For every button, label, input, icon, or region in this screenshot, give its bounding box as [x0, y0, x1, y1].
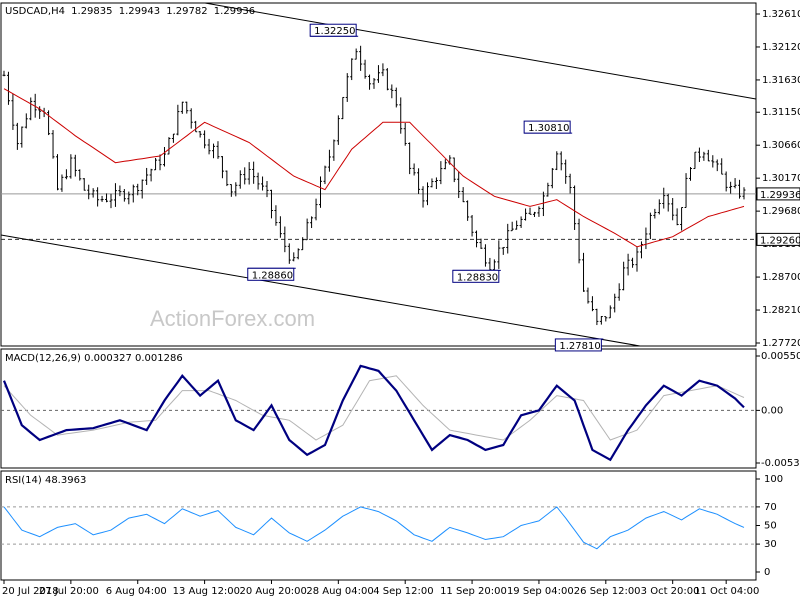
- macd-panel[interactable]: [0, 348, 757, 469]
- rsi-header: RSI(14) 48.3963: [5, 475, 86, 486]
- callout-box: [309, 23, 357, 37]
- current-price-label: 1.29936: [760, 190, 800, 201]
- time-tick-label: 20 Aug 20:00: [239, 586, 306, 597]
- time-tick-label: 20 Jul 2018: [2, 586, 59, 597]
- moving-average-line: [3, 88, 745, 248]
- macd-main-line: [2, 364, 745, 462]
- price-channel-lines: [0, 2, 757, 347]
- callout-label: 1.27810: [559, 341, 600, 352]
- macd-tick-label: -0.005326: [761, 458, 800, 469]
- price-tick-label: 1.32610: [762, 9, 800, 20]
- time-tick-label: 11 Oct 04:00: [694, 586, 759, 597]
- price-header: USDCAD,H4 1.29835 1.29943 1.29782 1.2993…: [5, 6, 255, 17]
- support-label: 1.29260: [760, 235, 800, 246]
- price-tick-label: 1.31630: [762, 75, 800, 86]
- channel-upper-line: [204, 2, 757, 100]
- time-tick-label: 4 Sep 12:00: [373, 586, 433, 597]
- price-tick-label: 1.30170: [762, 173, 800, 184]
- price-panel[interactable]: [0, 2, 757, 347]
- price-callouts: 1.32250 1.28860 1.30810 1.28830 1.27810: [247, 23, 604, 352]
- macd-lines: [1, 364, 756, 462]
- time-tick-label: 11 Sep 20:00: [440, 586, 507, 597]
- price-gridlines: [1, 193, 756, 240]
- macd-header: MACD(12,26,9) 0.000327 0.001286: [5, 353, 183, 364]
- callout-label: 1.28830: [457, 272, 498, 283]
- price-candles: [2, 45, 746, 326]
- callout-box: [247, 267, 295, 281]
- macd-axis: 0.005503 0.00 -0.005326: [756, 351, 800, 469]
- price-axis: 1.32610 1.32120 1.31630 1.31150 1.30660 1.301…: [756, 9, 800, 349]
- callout-box: [523, 120, 571, 134]
- ohlc-open: 1.29835: [71, 6, 112, 17]
- callout-label: 1.30810: [528, 123, 569, 134]
- rsi-tick-label: 50: [764, 521, 777, 532]
- rsi-tick-label: 0: [764, 567, 770, 578]
- price-tick-label: 1.27720: [762, 338, 800, 349]
- time-tick-label: 6 Aug 04:00: [106, 586, 167, 597]
- time-tick-label: 3 Oct 20:00: [641, 586, 700, 597]
- macd-signal-line: [3, 375, 745, 441]
- ohlc-high: 1.29943: [119, 6, 160, 17]
- callout-box: [452, 269, 500, 283]
- ohlc-low: 1.29782: [166, 6, 207, 17]
- header-separator: ,: [48, 6, 51, 17]
- macd-tick-label: 0.00: [761, 405, 783, 416]
- ma-line: [3, 88, 745, 248]
- callout-box: [554, 338, 602, 352]
- time-tick-label: 27 Jul 20:00: [39, 586, 99, 597]
- callout-label: 1.32250: [314, 26, 355, 37]
- timeframe: H4: [51, 6, 65, 17]
- watermark: ActionForex.com: [150, 306, 315, 331]
- channel-lower-line: [0, 234, 641, 347]
- time-tick-label: 28 Aug 04:00: [306, 586, 373, 597]
- callout-label: 1.28860: [252, 270, 293, 281]
- rsi-tick-label: 100: [764, 474, 783, 485]
- price-tick-label: 1.28210: [762, 305, 800, 316]
- price-tick-label: 1.31150: [762, 107, 800, 118]
- price-tick-label: 1.30660: [762, 140, 800, 151]
- time-tick-label: 13 Aug 12:00: [173, 586, 240, 597]
- macd-tick-label: 0.005503: [761, 351, 800, 362]
- time-tick-label: 19 Sep 04:00: [507, 586, 574, 597]
- price-tick-label: 1.29680: [762, 206, 800, 217]
- price-tick-label: 1.28700: [762, 272, 800, 283]
- rsi-tick-label: 70: [764, 502, 777, 513]
- rsi-line: [3, 506, 745, 550]
- price-tick-label: 1.32120: [762, 42, 800, 53]
- rsi-panel[interactable]: [0, 470, 757, 581]
- current-price-box: [756, 187, 800, 201]
- ohlc-close: 1.29936: [214, 6, 255, 17]
- time-tick-label: 26 Sep 12:00: [574, 586, 641, 597]
- rsi-lines: [1, 506, 756, 550]
- rsi-tick-label: 30: [764, 539, 777, 550]
- support-label-box: [756, 232, 800, 246]
- rsi-axis: 100 70 50 30 0: [756, 474, 783, 578]
- symbol: USDCAD: [5, 6, 48, 17]
